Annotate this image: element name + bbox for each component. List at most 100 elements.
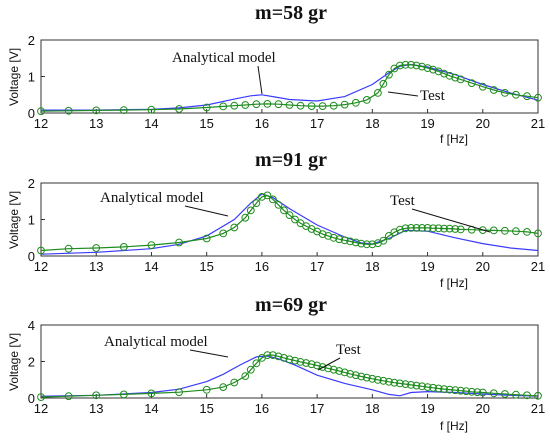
data-point-test <box>489 226 498 235</box>
data-point-test <box>523 92 531 101</box>
data-point-test <box>467 79 476 87</box>
data-point-test <box>418 224 426 232</box>
x-tick-label: 21 <box>531 401 545 416</box>
y-axis-label: Voltage [V] <box>7 48 21 106</box>
data-point-test <box>478 82 487 91</box>
data-point-test <box>263 191 272 200</box>
data-point-test <box>296 358 305 366</box>
data-point-test <box>340 236 349 245</box>
x-axis-label: f [Hz] <box>440 419 468 433</box>
data-point-test <box>92 244 101 252</box>
data-point-test <box>390 378 399 387</box>
annotation-arrow-analytical <box>189 349 229 358</box>
data-point-test <box>37 246 45 255</box>
data-point-test <box>489 389 498 398</box>
x-tick-label: 13 <box>89 259 103 274</box>
data-point-test <box>147 389 156 398</box>
data-point-test <box>119 243 128 251</box>
x-tick-label: 17 <box>310 116 324 131</box>
data-point-test <box>434 384 443 393</box>
data-point-test <box>302 359 311 367</box>
x-tick-label: 19 <box>420 401 434 416</box>
chart-title: m=69 gr <box>255 294 327 316</box>
data-point-test <box>37 107 45 116</box>
y-tick-label: 0 <box>28 106 35 121</box>
series-line-analytical-model <box>40 355 539 397</box>
data-point-test <box>396 61 404 70</box>
data-point-test <box>412 224 421 232</box>
series-line-test <box>40 64 539 112</box>
x-tick-label: 16 <box>255 116 269 131</box>
data-point-test <box>440 224 449 233</box>
data-point-test <box>379 79 388 88</box>
data-point-test <box>219 383 228 392</box>
data-point-test <box>462 387 471 396</box>
data-point-test <box>429 383 438 392</box>
data-point-test <box>379 236 388 245</box>
data-point-test <box>412 61 421 70</box>
data-point-test <box>407 224 415 232</box>
y-axis-label: Voltage [V] <box>7 191 21 249</box>
data-point-test <box>368 240 377 249</box>
data-point-test <box>423 64 432 72</box>
x-tick-label: 14 <box>144 116 158 131</box>
data-point-test <box>296 101 305 110</box>
annotation-test: Test <box>390 193 416 209</box>
data-point-test <box>318 102 327 110</box>
data-point-test <box>489 86 498 94</box>
data-point-test <box>307 102 316 110</box>
data-point-test <box>512 390 520 399</box>
data-point-test <box>362 240 371 249</box>
data-point-test <box>280 206 288 215</box>
data-point-test <box>374 89 382 97</box>
data-point-test <box>451 225 460 233</box>
series-line-test <box>40 354 539 398</box>
x-tick-label: 12 <box>34 401 48 416</box>
data-point-test <box>274 100 283 109</box>
data-point-test <box>351 98 360 107</box>
data-point-test <box>202 103 211 112</box>
data-point-test <box>346 370 355 378</box>
data-point-test <box>401 380 410 389</box>
data-point-test <box>147 241 156 250</box>
data-point-test <box>147 105 156 114</box>
data-point-test <box>230 101 239 110</box>
data-point-test <box>440 69 449 78</box>
data-point-test <box>291 356 299 365</box>
annotation-arrow-test <box>387 91 419 97</box>
data-point-test <box>523 391 531 400</box>
data-point-test <box>407 381 415 389</box>
data-point-test <box>324 232 333 240</box>
x-tick-label: 15 <box>199 259 213 274</box>
data-point-test <box>329 101 338 110</box>
data-point-test <box>478 388 487 397</box>
data-point-test <box>119 390 128 399</box>
data-point-test <box>412 381 421 390</box>
data-point-test <box>401 224 410 233</box>
annotation-test: Test <box>336 342 362 358</box>
x-tick-label: 18 <box>365 259 379 274</box>
data-point-test <box>456 225 465 234</box>
data-point-test <box>434 67 443 76</box>
data-point-test <box>379 376 388 385</box>
data-point-test <box>340 100 349 109</box>
series-line-analytical-model <box>41 63 539 111</box>
x-axis-label: f [Hz] <box>440 276 468 290</box>
data-point-test <box>219 229 228 238</box>
data-point-test <box>219 102 228 111</box>
data-point-test <box>92 391 101 400</box>
data-point-test <box>252 100 261 109</box>
data-point-test <box>318 363 327 371</box>
data-series <box>37 351 542 402</box>
data-point-test <box>534 391 542 400</box>
data-point-test <box>318 230 327 239</box>
data-point-test <box>340 368 349 377</box>
data-point-test <box>362 96 371 104</box>
data-point-test <box>335 367 344 375</box>
data-point-test <box>501 390 509 398</box>
data-point-test <box>429 224 438 233</box>
chart-title: m=91 gr <box>255 149 327 171</box>
